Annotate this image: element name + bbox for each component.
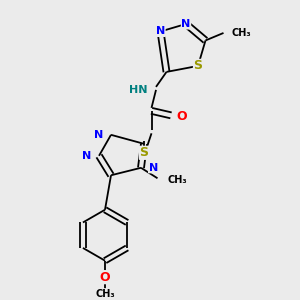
Text: N: N (156, 26, 165, 37)
Text: N: N (148, 163, 158, 173)
Text: O: O (100, 271, 110, 284)
Text: HN: HN (128, 85, 147, 95)
Text: N: N (82, 151, 92, 161)
Text: CH₃: CH₃ (95, 289, 115, 298)
Text: S: S (194, 59, 202, 72)
Text: S: S (140, 146, 148, 159)
Text: N: N (94, 130, 104, 140)
Text: O: O (176, 110, 187, 123)
Text: CH₃: CH₃ (168, 175, 188, 185)
Text: N: N (182, 19, 190, 29)
Text: CH₃: CH₃ (231, 28, 250, 38)
